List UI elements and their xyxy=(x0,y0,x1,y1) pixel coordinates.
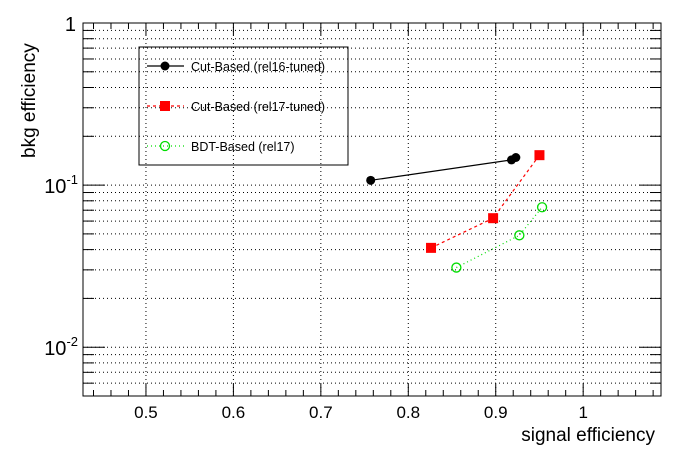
series-2 xyxy=(451,202,548,273)
series-line xyxy=(456,206,543,269)
y-tick-label: 10-2 xyxy=(44,334,78,360)
data-point xyxy=(160,61,170,71)
data-point xyxy=(160,101,170,111)
data-point xyxy=(511,153,521,163)
data-point xyxy=(534,150,545,161)
y-tick-label: 10-1 xyxy=(44,172,78,198)
axis-ticks xyxy=(83,22,661,397)
series-0 xyxy=(366,153,521,185)
legend: Cut-Based (rel16-tuned) Cut-Based (rel17-… xyxy=(138,46,349,166)
x-tick-label: 0.7 xyxy=(309,403,333,422)
legend-label: Cut-Based (rel16-tuned) xyxy=(191,60,325,74)
x-tick-label: 0.6 xyxy=(222,403,246,422)
x-tick-label: 0.8 xyxy=(396,403,420,422)
x-axis-label: signal efficiency xyxy=(521,425,655,446)
y-tick-labels: 1 10-1 10-2 xyxy=(44,14,78,360)
series-line xyxy=(370,156,517,181)
series-1 xyxy=(426,150,545,253)
data-point xyxy=(426,242,437,253)
legend-label: Cut-Based (rel17-tuned) xyxy=(191,100,325,114)
y-tick-label: 1 xyxy=(65,14,76,36)
series-layer xyxy=(366,150,548,273)
data-point xyxy=(488,213,499,224)
x-tick-label: 0.5 xyxy=(134,403,158,422)
data-point xyxy=(366,175,376,185)
data-point xyxy=(159,140,171,152)
x-tick-labels: 0.5 0.6 0.7 0.8 0.9 1 xyxy=(134,403,588,422)
grid xyxy=(83,23,661,396)
legend-box xyxy=(138,46,349,166)
plot-frame xyxy=(82,22,662,397)
data-point xyxy=(514,230,525,241)
data-point xyxy=(451,262,462,273)
x-tick-label: 1 xyxy=(578,403,587,422)
x-tick-label: 0.9 xyxy=(484,403,508,422)
y-axis-label: bkg efficiency xyxy=(19,43,40,158)
legend-label: BDT-Based (rel17) xyxy=(191,140,295,154)
data-point xyxy=(536,202,548,213)
